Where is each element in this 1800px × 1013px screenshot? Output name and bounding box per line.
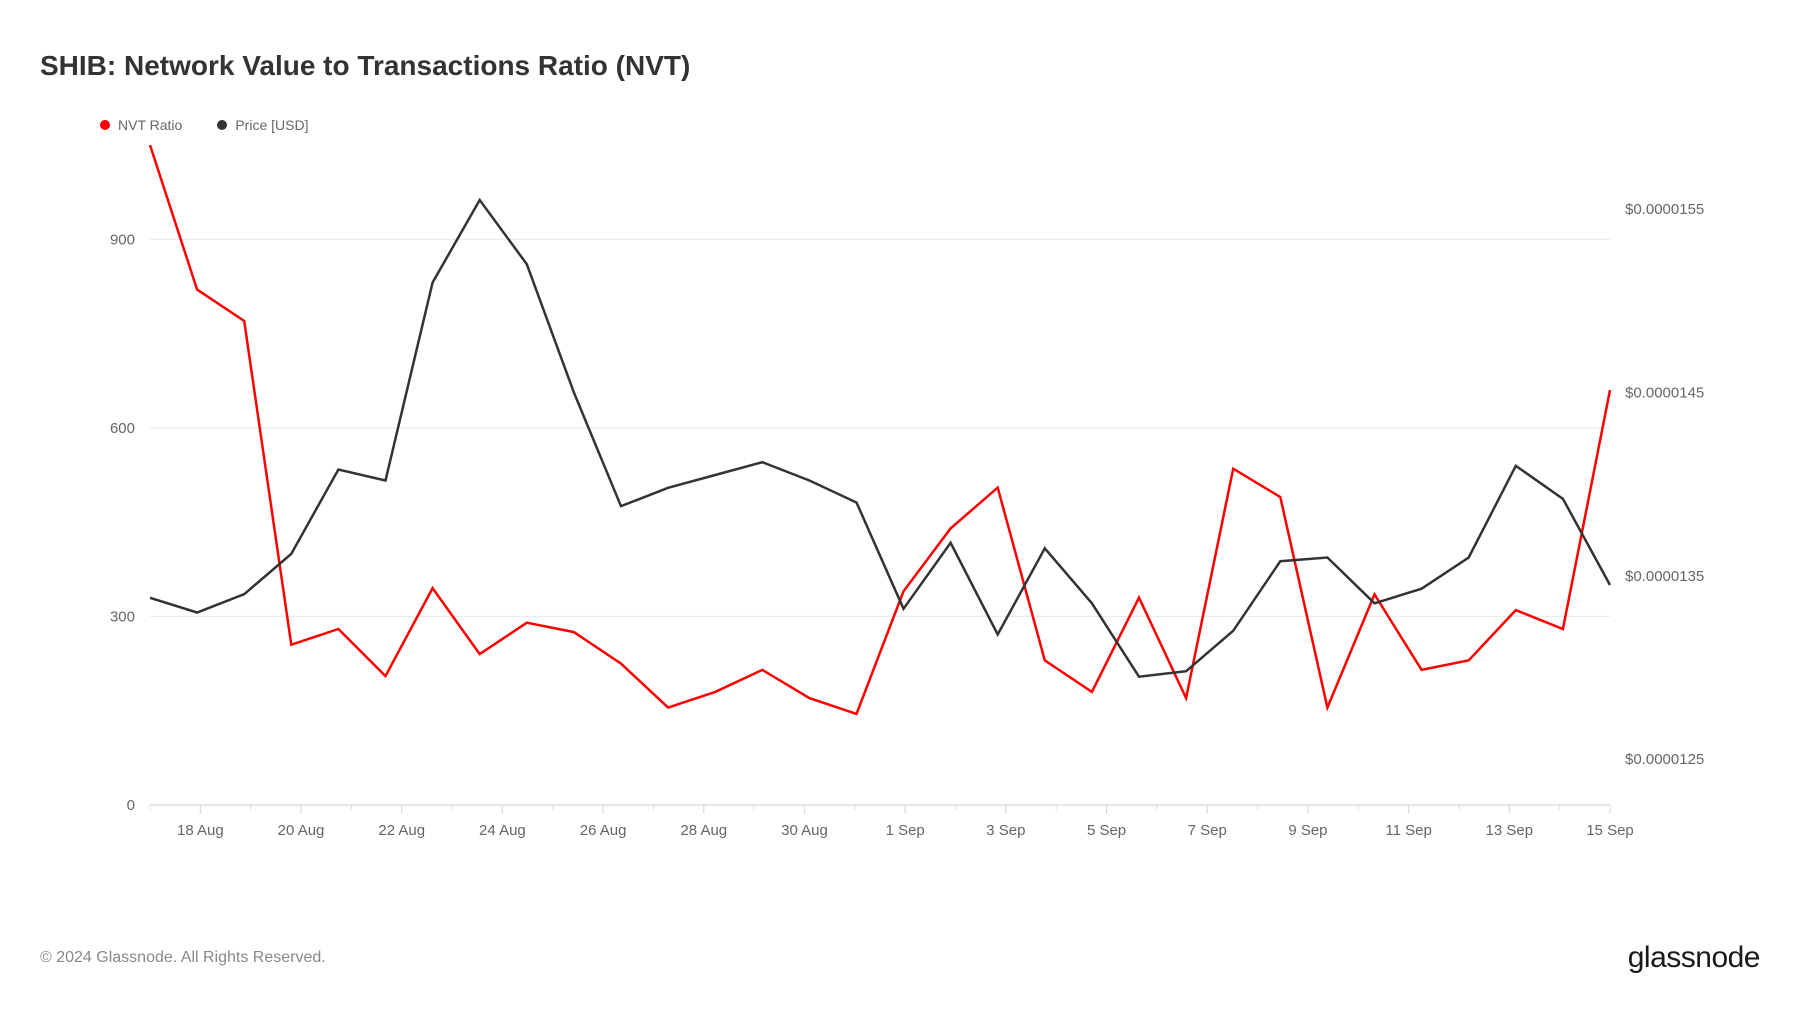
x-tick-label: 3 Sep bbox=[986, 822, 1025, 839]
y-left-tick-label: 300 bbox=[110, 608, 135, 625]
chart-svg: 0 300 600 900 $0.0000125 $0.0000135 $0.0000145… bbox=[40, 145, 1760, 865]
x-tick-label: 18 Aug bbox=[177, 822, 224, 839]
x-tick-label: 20 Aug bbox=[278, 822, 325, 839]
legend-item-nvt: NVT Ratio bbox=[100, 117, 182, 133]
y-right-tick-label: $0.0000135 bbox=[1625, 568, 1704, 585]
legend-dot-nvt bbox=[100, 120, 110, 130]
x-tick-label: 30 Aug bbox=[781, 822, 828, 839]
x-tick-label: 9 Sep bbox=[1288, 822, 1327, 839]
x-tick-label: 11 Sep bbox=[1385, 822, 1431, 839]
legend-item-price: Price [USD] bbox=[217, 117, 308, 133]
x-tick-label: 15 Sep bbox=[1586, 822, 1634, 839]
legend-dot-price bbox=[217, 120, 227, 130]
copyright-text: © 2024 Glassnode. All Rights Reserved. bbox=[40, 949, 326, 967]
x-tick-label: 7 Sep bbox=[1188, 822, 1227, 839]
y-right-tick-label: $0.0000145 bbox=[1625, 385, 1704, 402]
brand-logo: glassnode bbox=[1628, 941, 1760, 975]
y-left-tick-label: 900 bbox=[110, 231, 135, 248]
x-tick-label: 5 Sep bbox=[1087, 822, 1126, 839]
legend-label-price: Price [USD] bbox=[235, 117, 308, 133]
x-tick-label: 26 Aug bbox=[580, 822, 627, 839]
y-left-tick-label: 0 bbox=[127, 797, 135, 814]
y-right-tick-label: $0.0000125 bbox=[1625, 751, 1704, 768]
legend-label-nvt: NVT Ratio bbox=[118, 117, 182, 133]
x-tick-label: 13 Sep bbox=[1486, 822, 1534, 839]
x-tick-label: 24 Aug bbox=[479, 822, 526, 839]
x-tick-label: 28 Aug bbox=[680, 822, 727, 839]
chart-title: SHIB: Network Value to Transactions Rati… bbox=[40, 50, 1760, 82]
series-price-usd bbox=[150, 200, 1610, 677]
y-right-tick-label: $0.0000155 bbox=[1625, 201, 1704, 218]
x-tick-label: 1 Sep bbox=[886, 822, 925, 839]
x-tick-label: 22 Aug bbox=[378, 822, 425, 839]
series-nvt-ratio bbox=[150, 145, 1610, 714]
legend: NVT Ratio Price [USD] bbox=[100, 117, 1760, 133]
y-left-tick-label: 600 bbox=[110, 420, 135, 437]
chart-area: 0 300 600 900 $0.0000125 $0.0000135 $0.0000145… bbox=[40, 145, 1760, 865]
